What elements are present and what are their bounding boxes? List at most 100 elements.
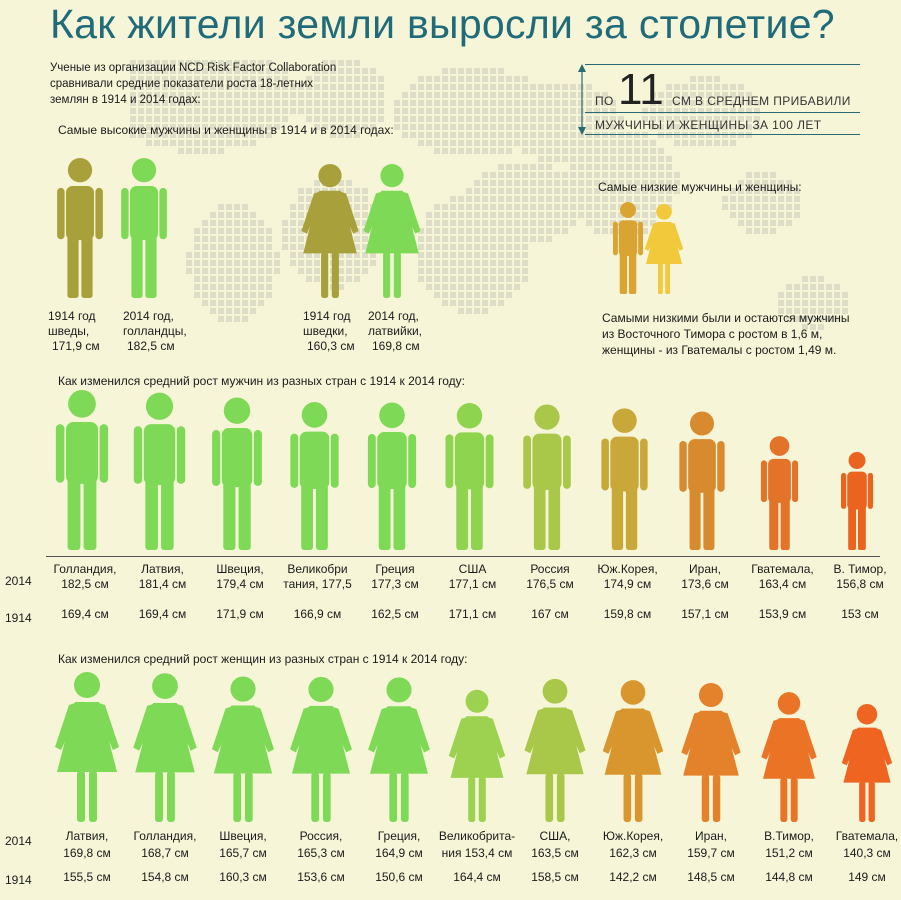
men-chart-title: Как изменился средний рост мужчин из раз… (58, 374, 465, 388)
women-2014-label: ния 153,4 см (441, 846, 513, 860)
intro-line: сравнивали средние показатели роста 18-л… (50, 78, 313, 90)
men-figure-4 (290, 402, 339, 550)
men-2014-label: 176,5 см (526, 577, 574, 591)
women-row-label-2014: 2014 (5, 834, 32, 848)
women-1914-label: 149 см (848, 870, 886, 884)
men-2014-label: тания, 177,5 (283, 577, 352, 591)
women-country-label: Иран, (695, 829, 727, 843)
tallest-figure-4 (363, 164, 421, 298)
men-country-label: Великобри (287, 562, 348, 576)
women-1914-label: 142,2 см (609, 870, 657, 884)
intro-line: землян в 1914 и 2014 годах: (50, 94, 201, 106)
women-country-label: Великобрита- (438, 829, 516, 843)
men-2014-label: 182,5 см (61, 577, 109, 591)
women-2014-label: 165,7 см (219, 846, 267, 860)
women-1914-label: 153,6 см (297, 870, 345, 884)
men-figure-1 (55, 390, 109, 550)
women-country-label: США, (539, 829, 571, 843)
men-2014-label: 177,3 см (371, 577, 419, 591)
women-country-label: Гватемала, (835, 829, 899, 843)
tallest-label-line: 2014 год, (123, 309, 174, 323)
men-row-label-1914: 1914 (5, 611, 32, 625)
men-country-label: Швеция, (216, 562, 264, 576)
tallest-label-line: 1914 год (303, 309, 351, 323)
women-chart (55, 672, 893, 822)
double-arrow-icon (578, 64, 586, 135)
tallest-figure-1 (57, 158, 103, 298)
callout-line-2: мужчины и женщины за 100 лет (595, 118, 822, 132)
tallest-label-line: 182,5 см (127, 339, 175, 353)
callout-top-rule (585, 64, 860, 65)
men-chart (55, 390, 874, 550)
men-1914-label: 159,8 см (603, 607, 652, 621)
men-baseline (46, 556, 880, 557)
men-2014-label: 181,4 см (138, 577, 187, 591)
men-figure-2 (133, 392, 186, 550)
men-1914-label: 153 см (841, 607, 879, 621)
tallest-label-line: 1914 год (48, 309, 96, 323)
shortest-note-line: Самыми низкими были и остаются мужчины (602, 311, 850, 325)
women-2014-label: 169,8 см (63, 846, 111, 860)
women-country-label: В.Тимор, (764, 829, 814, 843)
men-1914-label: 169,4 см (61, 607, 109, 621)
intro-line: Ученые из организации NCD Risk Factor Co… (50, 62, 337, 74)
men-country-label: Гватемала, (751, 562, 814, 576)
men-country-label: В. Тимор, (833, 562, 887, 576)
men-country-label: Греция (375, 562, 415, 576)
shortest-note-line: из Восточного Тимора с ростом в 1,6 м, (602, 327, 823, 341)
men-1914-label: 153,9 см (758, 607, 807, 621)
men-country-label: Россия (530, 562, 570, 576)
tallest-label-line: 171,9 см (52, 339, 100, 353)
women-figure-2 (133, 673, 197, 822)
women-country-label: Голландия, (133, 829, 197, 843)
men-country-label: Иран, (689, 562, 721, 576)
men-2014-label: 163,4 см (758, 577, 807, 591)
women-row-label-1914: 1914 (5, 873, 32, 887)
men-1914-label: 167 см (531, 607, 569, 621)
men-row-label-2014: 2014 (5, 574, 32, 588)
tallest-heading: Самые высокие мужчины и женщины в 1914 и… (58, 123, 394, 137)
men-1914-label: 157,1 см (681, 607, 729, 621)
men-2014-label: 174,9 см (603, 577, 652, 591)
page-title: Как жители земли выросли за столетие? (50, 1, 835, 47)
women-figure-10 (761, 692, 817, 822)
men-country-label: Юж.Корея, (597, 562, 658, 576)
women-1914-label: 144,8 см (765, 870, 813, 884)
women-country-label: Россия, (299, 829, 343, 843)
callout-number: 11 (618, 65, 664, 114)
women-2014-label: 168,7 см (141, 846, 189, 860)
men-figure-8 (601, 408, 648, 550)
women-figure-5 (368, 677, 430, 822)
men-2014-label: 177,1 см (448, 577, 497, 591)
men-country-label: США (458, 562, 487, 576)
tallest-label-line: 169,8 см (372, 339, 420, 353)
shortest-woman-figure (644, 204, 684, 294)
tallest-label-line: 160,3 см (307, 339, 355, 353)
women-chart-title: Как изменился средний рост женщин из раз… (58, 652, 468, 666)
tallest-label-line: 2014 год, (368, 309, 419, 323)
tallest-label-line: голландцы, (123, 324, 187, 338)
men-1914-label: 166,9 см (293, 607, 342, 621)
shortest-note-line: женщины - из Гватемалы с ростом 1,49 м. (602, 343, 837, 357)
shortest-note: Самыми низкими были и остаются мужчины и… (602, 310, 850, 358)
men-1914-label: 162,5 см (371, 607, 419, 621)
women-2014-label: 151,2 см (765, 846, 813, 860)
women-figure-4 (290, 676, 352, 822)
women-2014-label: 162,3 см (609, 846, 657, 860)
women-figure-8 (602, 680, 664, 822)
women-figure-9 (681, 682, 741, 822)
men-2014-label: 173,6 см (681, 577, 729, 591)
women-1914-label: 155,5 см (63, 870, 111, 884)
women-figure-7 (524, 678, 586, 822)
men-figure-5 (367, 402, 417, 550)
callout-prefix: по (595, 94, 614, 108)
tallest-figures (57, 158, 421, 298)
women-country-label: Юж.Корея, (602, 829, 664, 843)
men-1914-label: 171,1 см (448, 607, 497, 621)
men-figure-10 (760, 436, 799, 550)
intro-text: Ученые из организации NCD Risk Factor Co… (50, 60, 336, 108)
women-country-label: Латвия, (65, 829, 109, 843)
women-1914-label: 160,3 см (219, 870, 267, 884)
men-country-label: Голландия, (53, 562, 117, 576)
tallest-label-line: шведки, (303, 324, 348, 338)
